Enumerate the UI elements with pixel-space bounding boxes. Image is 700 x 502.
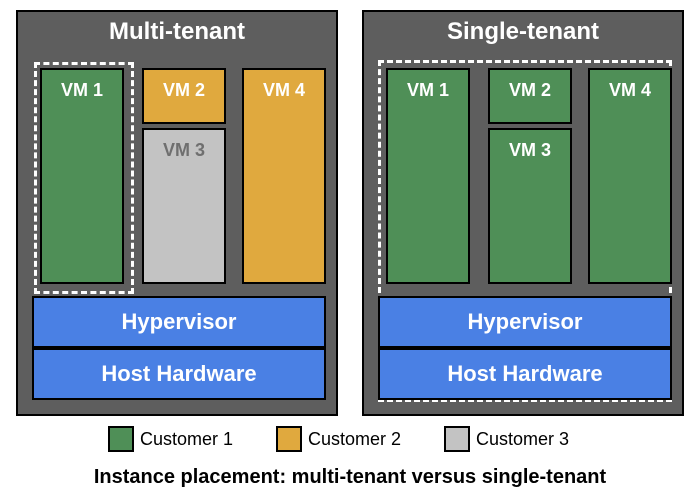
right-hyp-label: Hypervisor	[468, 309, 583, 335]
right-vm2: VM 2	[488, 68, 572, 124]
right-vm4-label: VM 4	[609, 80, 651, 101]
right-hyp-layer: Hypervisor	[378, 296, 672, 348]
left-hyp-label: Hypervisor	[122, 309, 237, 335]
right-vm4: VM 4	[588, 68, 672, 284]
right-vm3: VM 3	[488, 128, 572, 284]
right-vm1-label: VM 1	[407, 80, 449, 101]
caption: Instance placement: multi-tenant versus …	[0, 466, 700, 489]
legend-item-2: Customer 2	[276, 426, 401, 452]
legend-item-3: Customer 3	[444, 426, 569, 452]
right-hw-layer: Host Hardware	[378, 348, 672, 400]
right-vm3-label: VM 3	[509, 140, 551, 161]
left-panel: Multi-tenant VM 1 VM 2 VM 3 VM 4 Hypervisor Ho…	[16, 10, 338, 416]
left-hw-label: Host Hardware	[101, 361, 256, 387]
legend-label-3: Customer 3	[476, 429, 569, 450]
left-vm3: VM 3	[142, 128, 226, 284]
left-vm1-boundary	[34, 62, 134, 294]
left-vm3-label: VM 3	[163, 140, 205, 161]
legend-swatch-1	[108, 426, 134, 452]
legend-item-1: Customer 1	[108, 426, 233, 452]
right-panel-title: Single-tenant	[364, 18, 682, 46]
left-vm4-label: VM 4	[263, 80, 305, 101]
left-vm2: VM 2	[142, 68, 226, 124]
right-panel: Single-tenant VM 1 VM 2 VM 3 VM 4 Hypervisor H…	[362, 10, 684, 416]
legend-swatch-2	[276, 426, 302, 452]
legend-label-1: Customer 1	[140, 429, 233, 450]
right-hw-label: Host Hardware	[447, 361, 602, 387]
left-vm1: VM 1	[40, 68, 124, 284]
left-hw-layer: Host Hardware	[32, 348, 326, 400]
legend-swatch-3	[444, 426, 470, 452]
legend-label-2: Customer 2	[308, 429, 401, 450]
left-panel-title: Multi-tenant	[18, 18, 336, 46]
left-vm4: VM 4	[242, 68, 326, 284]
right-vm2-label: VM 2	[509, 80, 551, 101]
right-vm1: VM 1	[386, 68, 470, 284]
left-hyp-layer: Hypervisor	[32, 296, 326, 348]
left-vm2-label: VM 2	[163, 80, 205, 101]
